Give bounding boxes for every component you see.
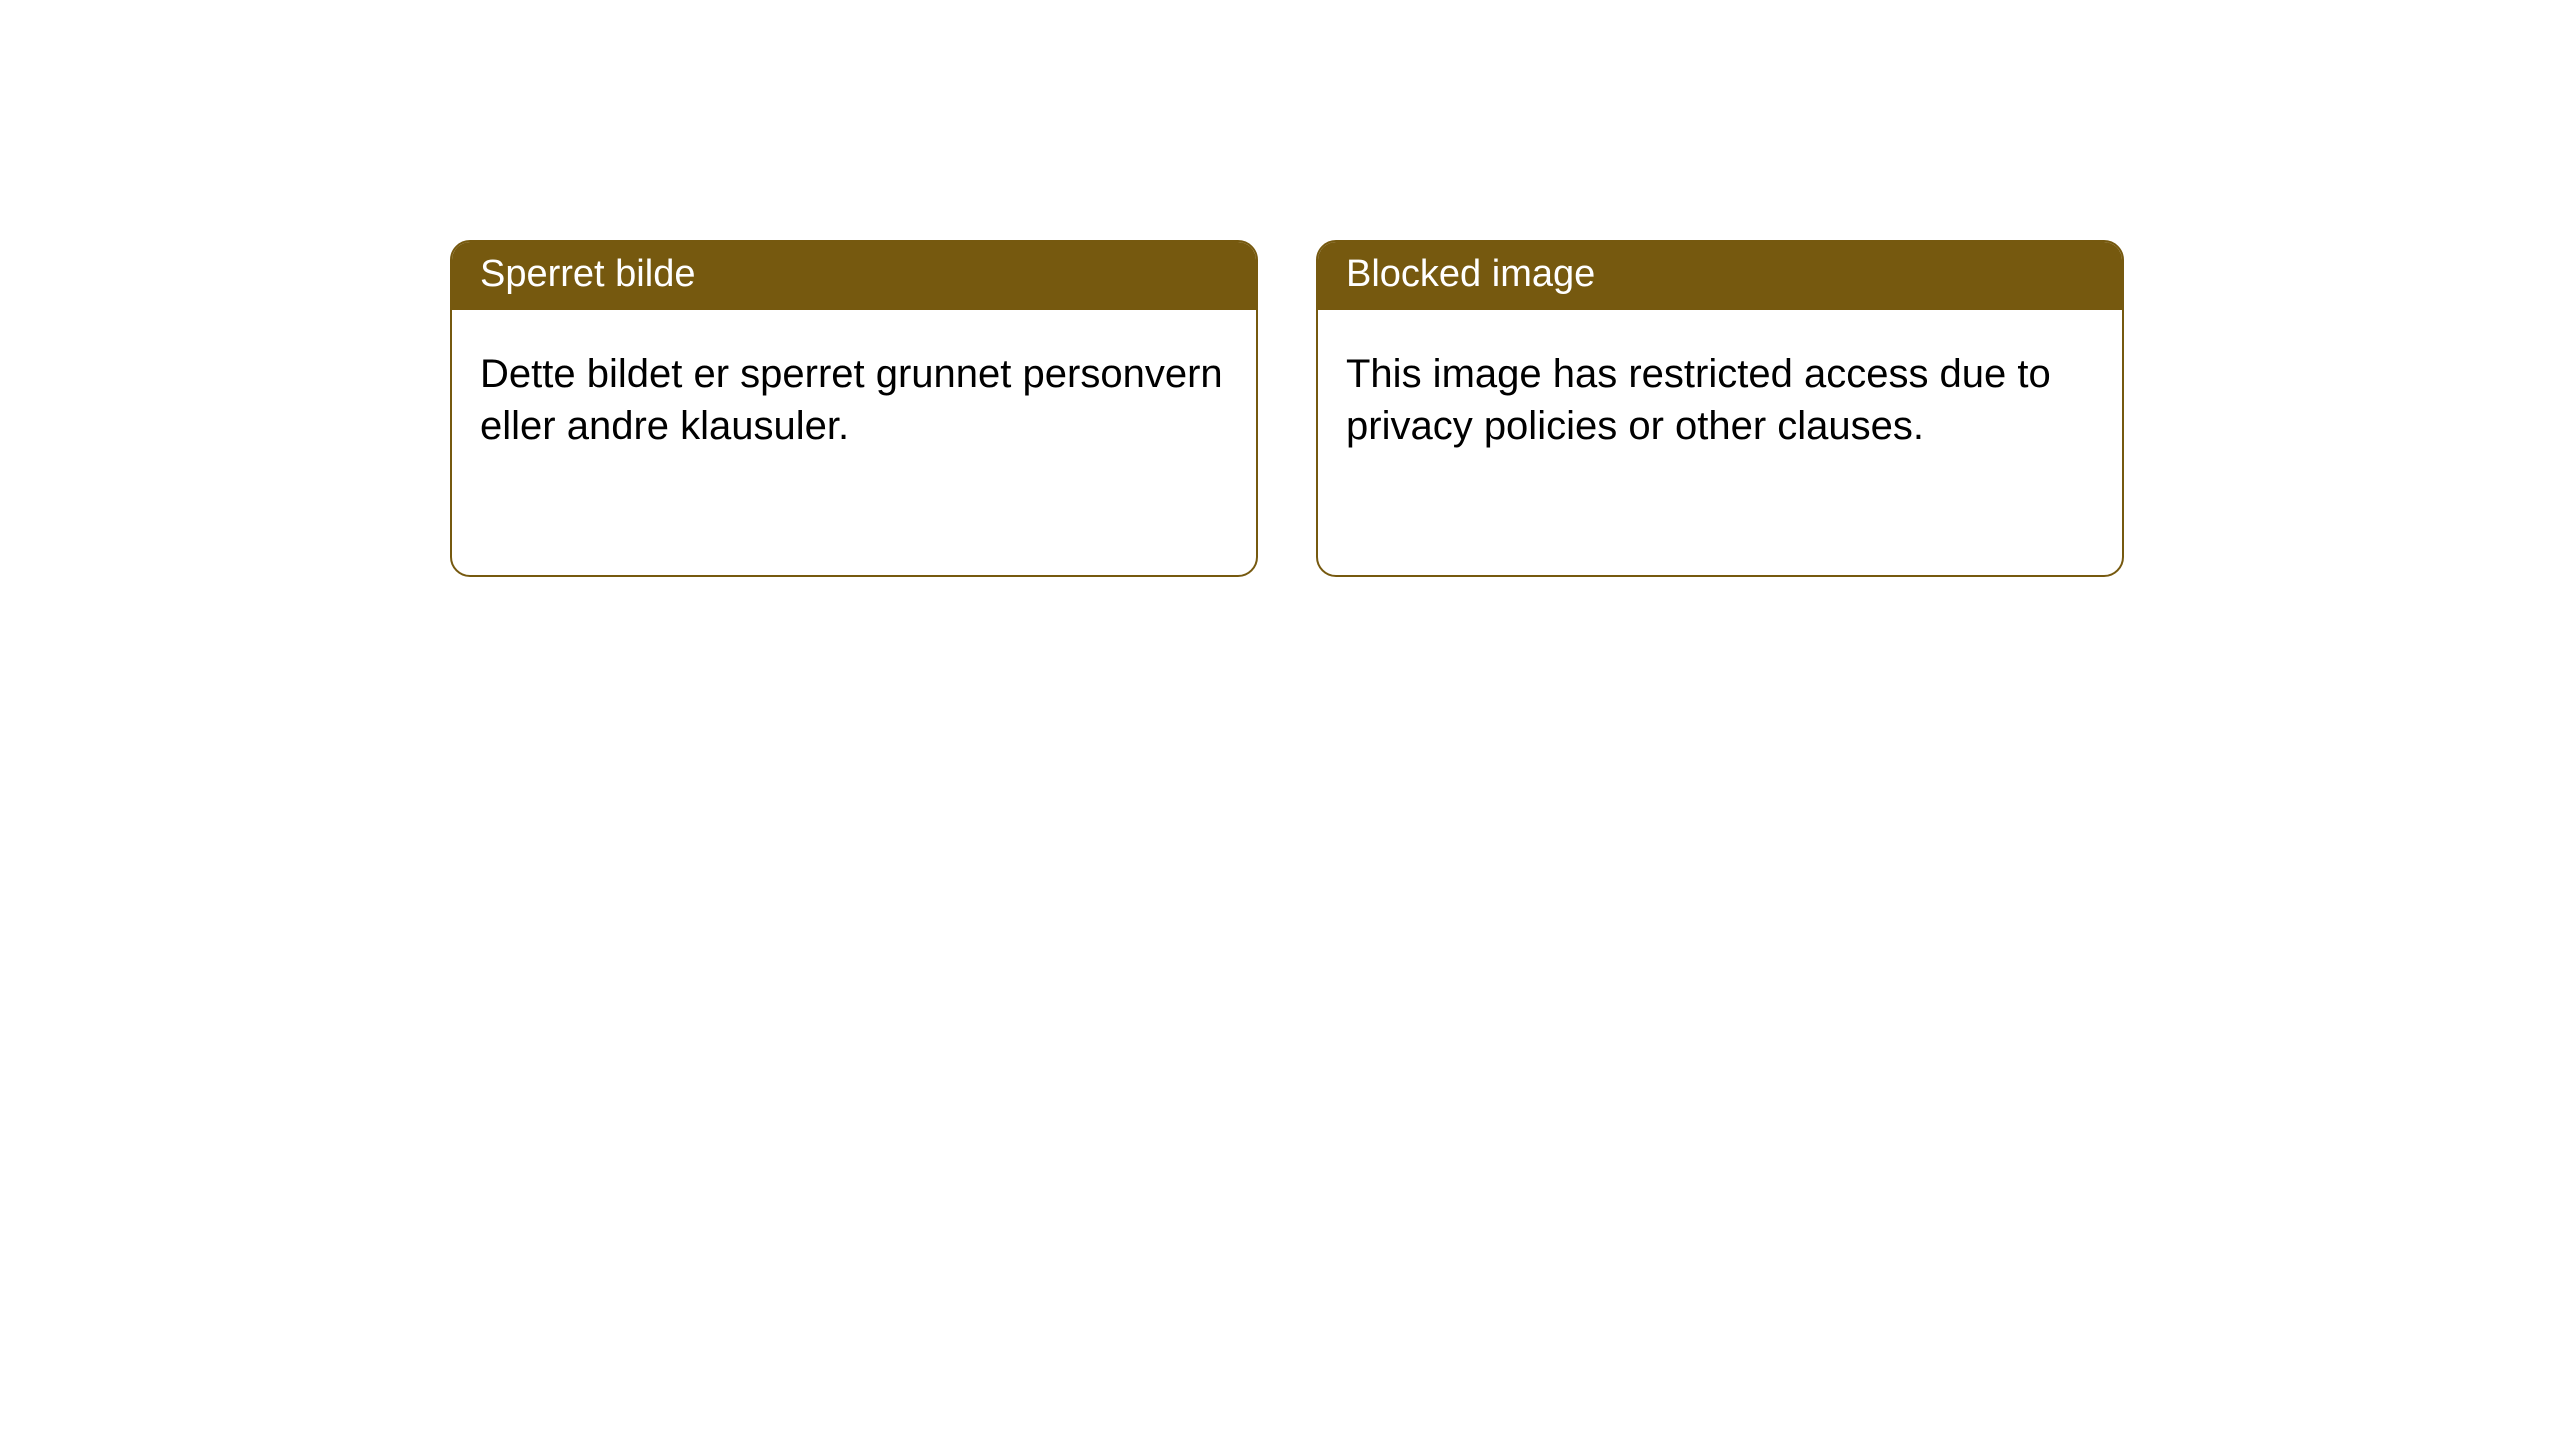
card-body: Dette bildet er sperret grunnet personve… — [452, 310, 1256, 492]
card-title: Sperret bilde — [480, 253, 695, 295]
cards-container: Sperret bilde Dette bildet er sperret gr… — [0, 0, 2560, 577]
card-body: This image has restricted access due to … — [1318, 310, 2122, 492]
blocked-image-card-en: Blocked image This image has restricted … — [1316, 240, 2124, 577]
card-title: Blocked image — [1346, 253, 1595, 295]
card-body-text: This image has restricted access due to … — [1346, 352, 2051, 449]
card-header: Sperret bilde — [452, 242, 1256, 310]
blocked-image-card-no: Sperret bilde Dette bildet er sperret gr… — [450, 240, 1258, 577]
card-header: Blocked image — [1318, 242, 2122, 310]
card-body-text: Dette bildet er sperret grunnet personve… — [480, 352, 1223, 449]
